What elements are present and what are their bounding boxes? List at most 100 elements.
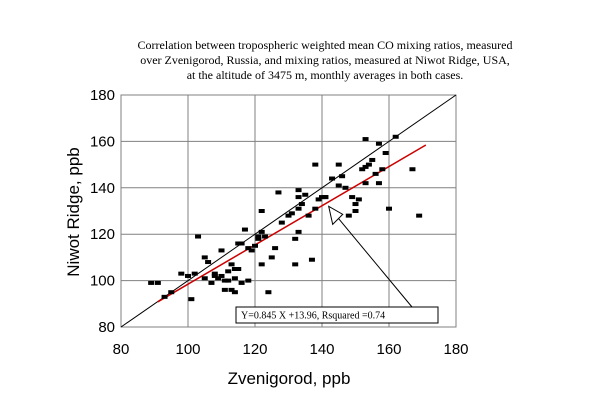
data-point bbox=[285, 213, 292, 218]
data-point bbox=[235, 241, 242, 246]
data-point bbox=[275, 190, 282, 195]
data-point bbox=[191, 271, 198, 276]
data-point bbox=[245, 246, 252, 251]
data-point bbox=[382, 151, 389, 155]
data-point bbox=[262, 234, 269, 239]
data-point bbox=[292, 262, 299, 267]
data-point bbox=[359, 167, 366, 172]
data-point bbox=[416, 213, 423, 218]
data-point bbox=[295, 188, 302, 193]
data-point bbox=[295, 229, 302, 234]
data-point bbox=[265, 290, 272, 295]
data-point bbox=[154, 280, 161, 285]
data-point bbox=[248, 248, 255, 253]
y-tick-label: 120 bbox=[90, 226, 115, 243]
data-point bbox=[208, 280, 215, 285]
annotation: Y=0.845 X +13.96, Rsquared =0.74 bbox=[235, 205, 439, 324]
x-tick-label: 120 bbox=[242, 341, 267, 358]
data-point bbox=[278, 220, 285, 225]
data-point bbox=[255, 236, 262, 241]
data-point bbox=[235, 267, 242, 271]
x-tick-label: 80 bbox=[113, 341, 130, 358]
data-point bbox=[362, 181, 369, 186]
x-axis-label: Zvenigorod, ppb bbox=[228, 369, 351, 388]
x-tick-label: 100 bbox=[175, 341, 200, 358]
data-point bbox=[295, 195, 302, 200]
data-point bbox=[178, 271, 185, 276]
data-point bbox=[362, 137, 369, 142]
data-point bbox=[298, 202, 305, 207]
data-point bbox=[272, 246, 279, 251]
data-point bbox=[221, 278, 228, 283]
y-tick-label: 160 bbox=[90, 133, 115, 150]
annotation-text: Y=0.845 X +13.96, Rsquared =0.74 bbox=[241, 311, 385, 322]
data-point bbox=[168, 290, 175, 295]
x-tick-label: 160 bbox=[376, 341, 401, 358]
y-tick-label: 80 bbox=[98, 319, 115, 336]
data-point bbox=[255, 234, 262, 239]
data-point bbox=[195, 234, 202, 239]
data-point bbox=[335, 183, 342, 188]
data-point bbox=[258, 209, 265, 213]
data-point bbox=[185, 273, 191, 278]
data-point bbox=[268, 255, 275, 260]
grid bbox=[120, 94, 457, 328]
data-point bbox=[238, 241, 245, 246]
data-point bbox=[369, 157, 376, 162]
data-point bbox=[329, 176, 336, 181]
x-tick-label: 180 bbox=[443, 341, 468, 358]
data-point bbox=[305, 213, 312, 218]
data-point bbox=[365, 162, 372, 167]
data-point bbox=[339, 174, 346, 179]
data-point bbox=[205, 260, 212, 265]
data-point bbox=[225, 269, 232, 274]
data-point bbox=[319, 195, 325, 200]
data-point bbox=[211, 273, 218, 278]
data-point bbox=[308, 257, 315, 262]
annotation-box bbox=[235, 306, 439, 324]
data-point bbox=[372, 171, 379, 176]
chart-title: Correlation between tropospheric weighte… bbox=[137, 38, 513, 82]
data-point bbox=[238, 280, 245, 285]
data-point bbox=[231, 276, 238, 281]
data-point bbox=[392, 134, 399, 139]
y-axis-label: Niwot Ridge, ppb bbox=[64, 147, 83, 276]
data-point bbox=[342, 185, 349, 190]
annotation-arrow-head bbox=[327, 205, 344, 226]
regression-line bbox=[157, 144, 427, 303]
data-point bbox=[335, 162, 342, 167]
data-point bbox=[245, 278, 252, 283]
data-point bbox=[409, 167, 416, 172]
y-tick-label: 180 bbox=[90, 87, 115, 104]
data-point bbox=[148, 280, 155, 285]
data-point bbox=[228, 262, 235, 267]
data-point bbox=[231, 267, 238, 271]
data-point bbox=[221, 287, 228, 292]
y-tick-label: 140 bbox=[90, 180, 115, 197]
data-point bbox=[355, 197, 362, 202]
data-point bbox=[228, 287, 235, 292]
one-to-one-line bbox=[120, 94, 457, 328]
data-point bbox=[231, 290, 238, 295]
data-point bbox=[161, 294, 168, 299]
data-point bbox=[218, 273, 225, 278]
data-point bbox=[379, 167, 386, 172]
plot-frame bbox=[120, 94, 457, 328]
data-point bbox=[315, 197, 322, 202]
data-point bbox=[201, 255, 208, 260]
data-point bbox=[188, 297, 195, 302]
y-tick-label: 100 bbox=[90, 273, 115, 290]
data-point bbox=[288, 211, 295, 216]
data-point bbox=[201, 276, 208, 281]
data-point bbox=[302, 192, 309, 197]
data-point bbox=[218, 248, 225, 253]
data-point bbox=[352, 202, 359, 207]
data-point bbox=[362, 164, 369, 169]
data-point bbox=[211, 271, 218, 276]
data-point bbox=[322, 195, 329, 200]
data-point bbox=[312, 162, 319, 167]
data-point bbox=[349, 195, 356, 200]
data-point bbox=[258, 229, 265, 234]
data-point bbox=[295, 206, 302, 211]
